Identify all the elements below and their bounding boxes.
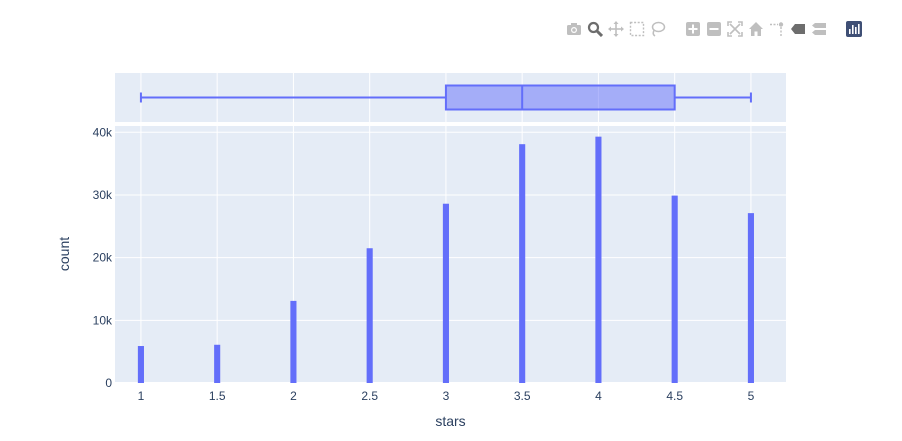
reset-axes-button[interactable] (745, 19, 766, 39)
histogram-bar[interactable] (595, 136, 602, 383)
hover-compare-button[interactable] (808, 19, 829, 39)
lasso-select-icon (651, 21, 665, 37)
modebar (549, 19, 864, 39)
histogram-bar[interactable] (671, 195, 678, 383)
modebar-group (682, 19, 829, 39)
histogram-bar[interactable] (290, 300, 297, 383)
histogram-panel (115, 126, 786, 384)
pan-icon (607, 21, 624, 37)
histogram-bar[interactable] (519, 144, 526, 383)
reset-axes-icon (748, 22, 763, 36)
autoscale-button[interactable] (724, 19, 745, 39)
modebar-group (843, 19, 864, 39)
hover-compare-icon (811, 23, 826, 35)
spike-lines-button[interactable] (766, 19, 787, 39)
zoom-button[interactable] (584, 19, 605, 39)
hover-closest-icon (790, 24, 805, 34)
camera-button[interactable] (563, 19, 584, 39)
histogram-bar[interactable] (747, 213, 754, 383)
y-tick-label: 10k (93, 313, 113, 327)
x-tick-label: 1 (138, 389, 145, 403)
box-panel (115, 73, 786, 122)
y-tick-label: 40k (93, 125, 113, 139)
zoom-in-button[interactable] (682, 19, 703, 39)
pan-button[interactable] (605, 19, 626, 39)
x-tick-label: 4 (595, 389, 602, 403)
y-tick-label: 30k (93, 188, 113, 202)
x-tick-label: 3 (443, 389, 450, 403)
histogram-bar[interactable] (137, 346, 144, 383)
hover-closest-button[interactable] (787, 19, 808, 39)
modebar-group (563, 19, 668, 39)
x-tick-label: 3.5 (514, 389, 531, 403)
y-axis-ticks: 0 10k 20k 30k 40k (93, 125, 113, 390)
spike-lines-icon (769, 22, 783, 36)
x-tick-label: 4.5 (666, 389, 683, 403)
plotly-logo-icon (845, 21, 862, 37)
zoom-out-button[interactable] (703, 19, 724, 39)
x-axis-title: stars (435, 413, 465, 429)
y-tick-label: 0 (105, 376, 112, 390)
x-axis-ticks: 1 1.5 2 2.5 3 3.5 4 4.5 5 (138, 389, 755, 403)
histogram-background (115, 126, 786, 383)
zoom-in-icon (685, 22, 700, 36)
autoscale-icon (726, 21, 743, 37)
histogram-bar[interactable] (366, 248, 373, 383)
box-select-button[interactable] (626, 19, 647, 39)
box-select-icon (629, 21, 644, 37)
box-iqr[interactable] (444, 84, 676, 111)
zoom-out-icon (706, 22, 721, 36)
histogram-bar[interactable] (442, 203, 449, 383)
y-tick-label: 20k (93, 251, 113, 265)
x-tick-label: 5 (748, 389, 755, 403)
x-tick-label: 1.5 (209, 389, 226, 403)
histogram-bar[interactable] (214, 344, 221, 383)
y-axis-title: count (56, 237, 72, 271)
zoom-icon (587, 21, 603, 37)
camera-icon (566, 23, 581, 35)
x-tick-label: 2.5 (361, 389, 378, 403)
plotly-logo-button[interactable] (843, 19, 864, 39)
x-tick-label: 2 (290, 389, 297, 403)
lasso-select-button[interactable] (647, 19, 668, 39)
